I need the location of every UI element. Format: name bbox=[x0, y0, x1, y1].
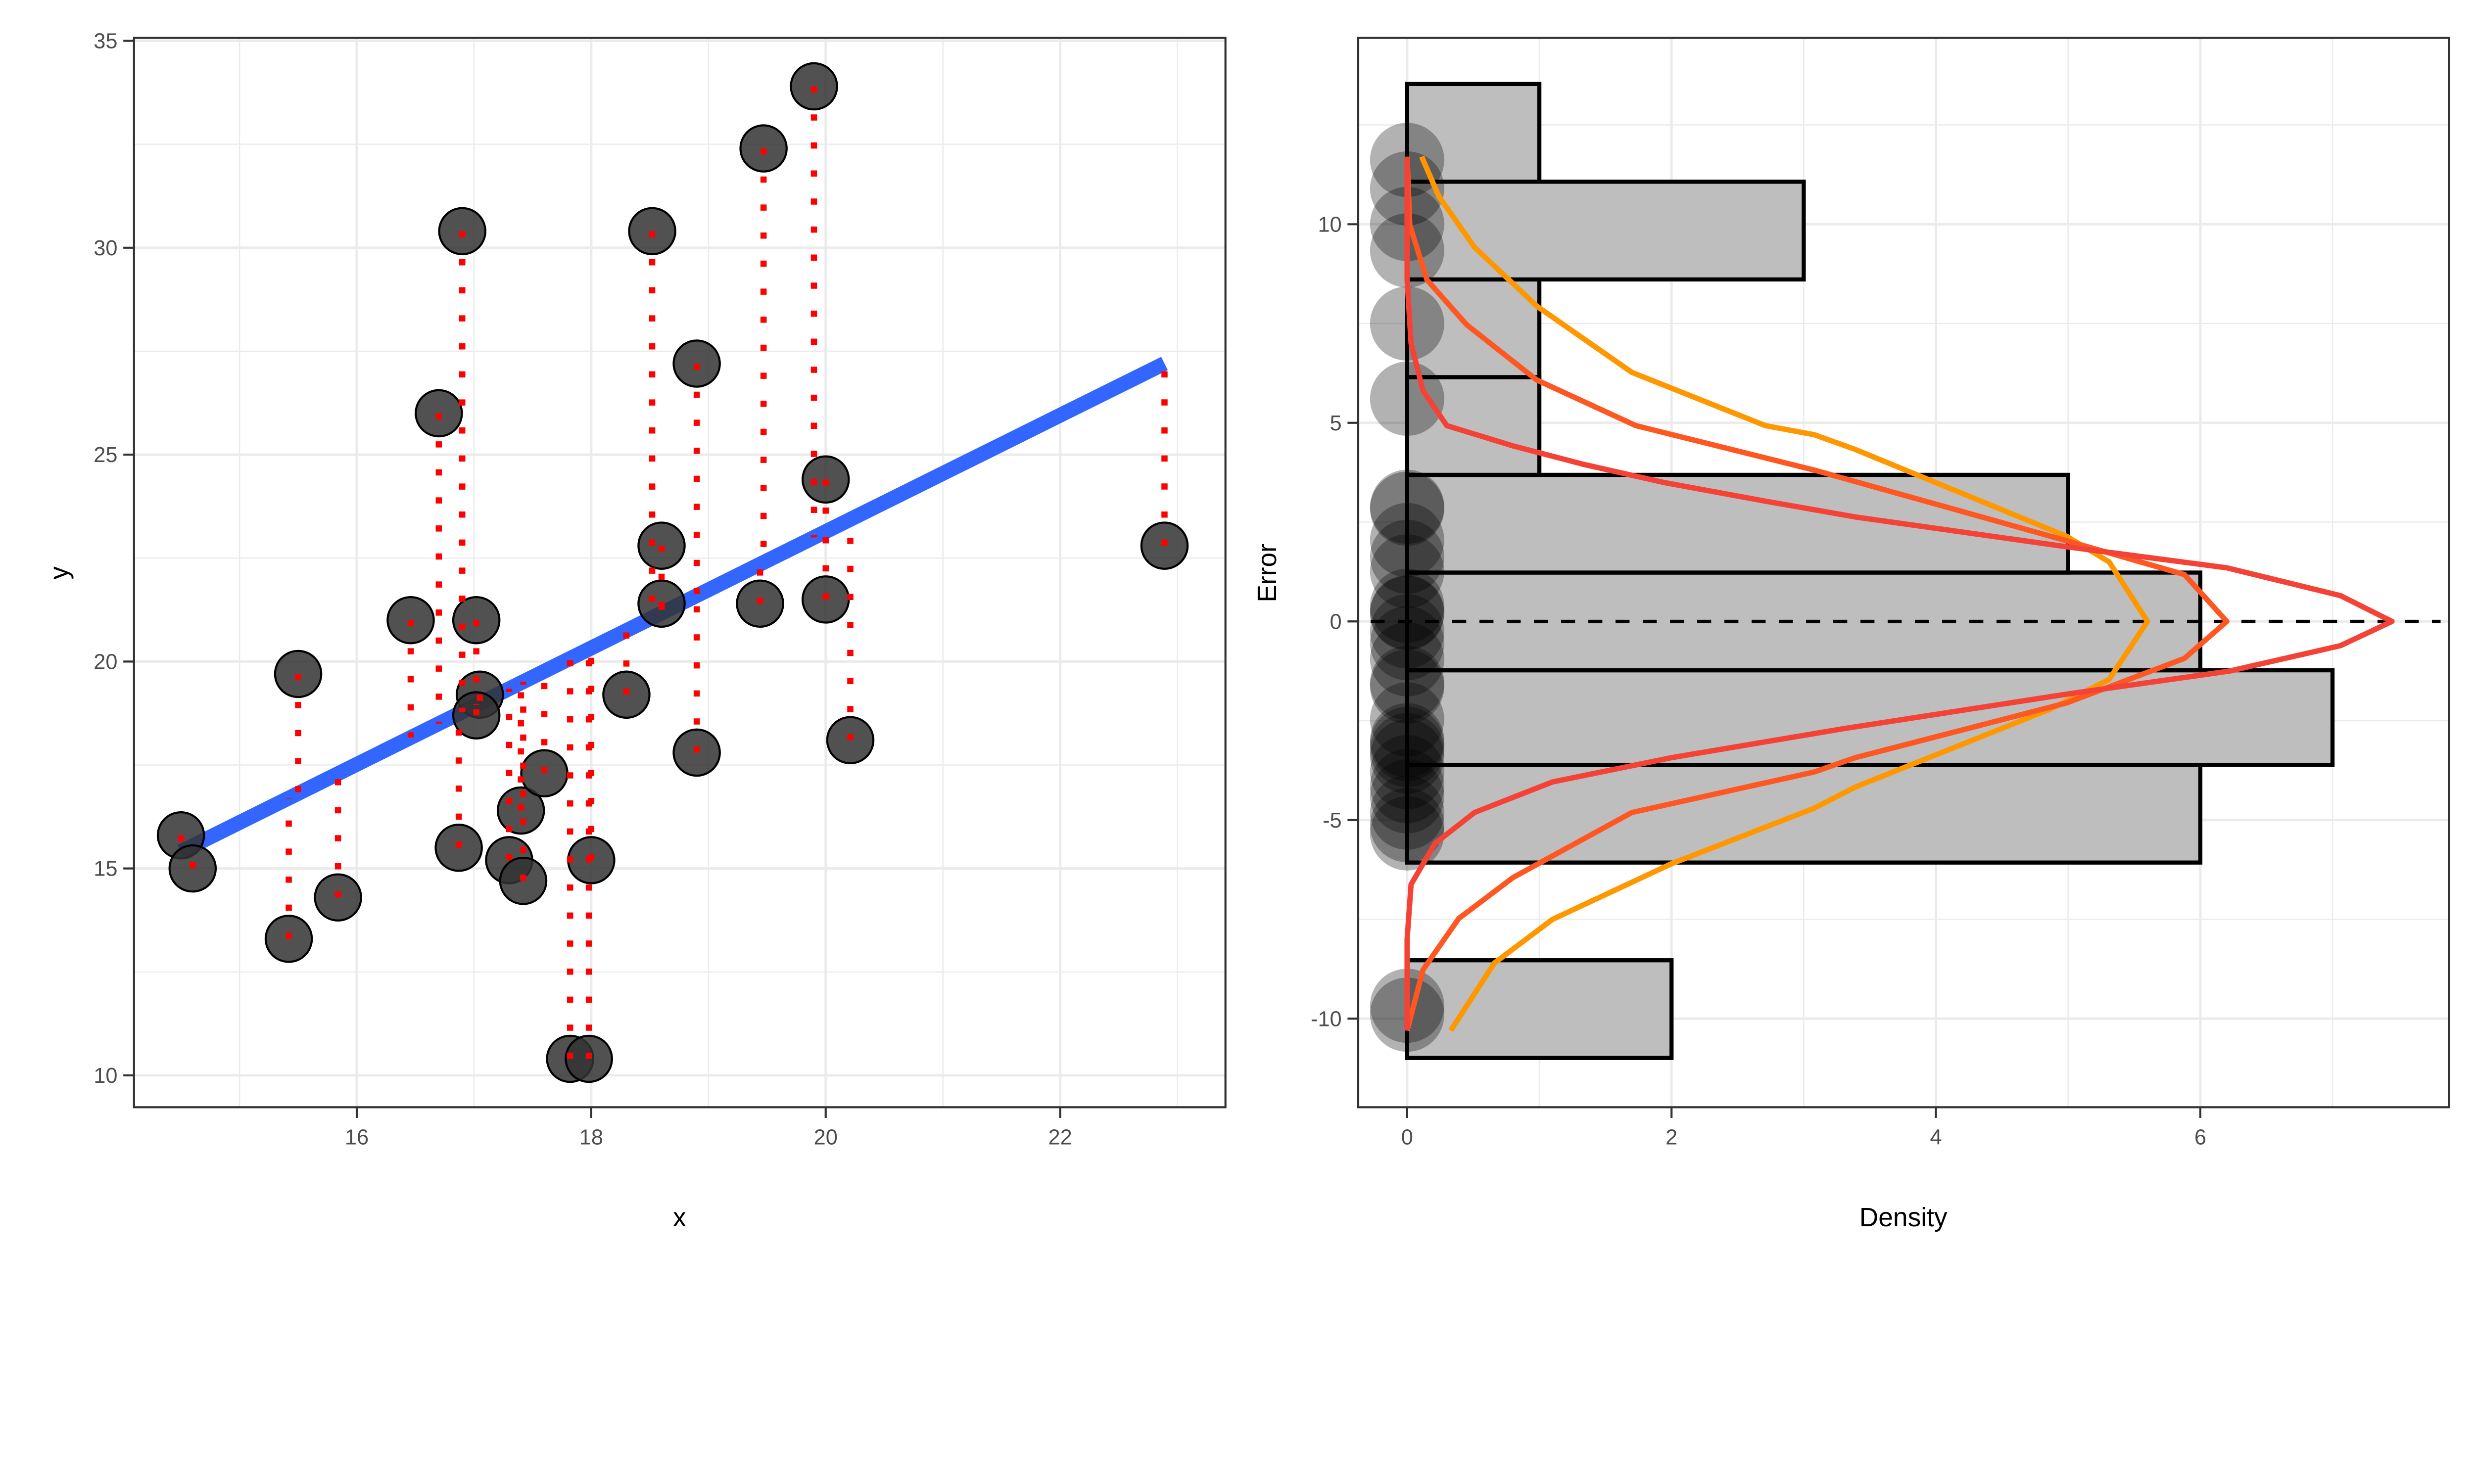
residual-point bbox=[1370, 575, 1444, 649]
y-tick-label: 10 bbox=[1318, 213, 1341, 236]
residual-point bbox=[1370, 606, 1444, 681]
residual-point bbox=[1370, 749, 1444, 824]
x-tick-label: 20 bbox=[814, 1125, 838, 1149]
density-curve bbox=[1419, 155, 2150, 1032]
residual-point bbox=[1370, 576, 1444, 650]
y-tick-label: 10 bbox=[94, 1064, 117, 1088]
y-tick-label: 30 bbox=[94, 236, 117, 260]
x-tick-label: 18 bbox=[579, 1125, 603, 1149]
y-tick-label: 5 bbox=[1330, 412, 1342, 435]
x-tick-label: 2 bbox=[1665, 1125, 1677, 1149]
figure: 16 18 20 22 10 15 20 25 30 35 0 2 4 6 -10 -5 0 5 10 x y D… bbox=[45, 30, 2450, 1232]
residual-point bbox=[1370, 682, 1444, 757]
residual-point bbox=[1370, 706, 1444, 781]
density-curve bbox=[1404, 156, 2230, 1031]
x-tick-label: 22 bbox=[1048, 1125, 1072, 1149]
residual-point bbox=[1370, 534, 1444, 609]
y-tick-label: 0 bbox=[1330, 610, 1342, 634]
residual-point bbox=[1370, 719, 1444, 794]
y-tick-label: 35 bbox=[94, 30, 117, 53]
right-x-axis-title: Density bbox=[1859, 1203, 1948, 1232]
left-x-axis-title: x bbox=[673, 1203, 686, 1232]
residual-point bbox=[1370, 788, 1444, 863]
residual-point bbox=[1370, 649, 1444, 724]
histogram-bar bbox=[1405, 82, 1542, 184]
x-tick-label: 0 bbox=[1401, 1125, 1413, 1149]
x-tick-label: 6 bbox=[2194, 1125, 2206, 1149]
scatter-panel: 16 18 20 22 10 15 20 25 30 35 bbox=[94, 30, 1227, 1149]
histogram-bar bbox=[1405, 668, 2335, 767]
x-tick-label: 4 bbox=[1930, 1125, 1942, 1149]
y-tick-label: 25 bbox=[94, 443, 117, 467]
residual-point bbox=[1370, 503, 1444, 577]
histogram-panel: 0 2 4 6 -10 -5 0 5 10 bbox=[1311, 37, 2450, 1149]
left-y-axis-title: y bbox=[45, 566, 74, 580]
residual-point bbox=[1370, 594, 1444, 669]
panel-border bbox=[1357, 37, 2450, 1109]
histogram-bar bbox=[1405, 472, 2070, 575]
y-tick-label: 15 bbox=[94, 857, 117, 881]
x-tick-label: 16 bbox=[345, 1125, 369, 1149]
panel-border bbox=[133, 37, 1227, 1109]
residual-point bbox=[1370, 796, 1444, 871]
residual-point bbox=[1370, 286, 1444, 361]
plot-background bbox=[134, 38, 1226, 1108]
density-curve bbox=[1404, 156, 2395, 1031]
residual-point bbox=[1370, 713, 1444, 788]
residual-point bbox=[1370, 362, 1444, 436]
residual-point bbox=[1370, 622, 1444, 696]
data-point bbox=[565, 1034, 613, 1083]
histogram-bar bbox=[1405, 180, 1806, 282]
residual-point bbox=[1370, 703, 1444, 778]
residual-point bbox=[1370, 519, 1444, 594]
right-y-axis-title: Error bbox=[1253, 544, 1282, 603]
y-tick-label: -10 bbox=[1311, 1007, 1342, 1031]
residual-point bbox=[1370, 568, 1444, 643]
histogram-bar bbox=[1405, 958, 1674, 1060]
y-tick-label: -5 bbox=[1323, 809, 1342, 833]
y-tick-label: 20 bbox=[94, 650, 117, 674]
residual-point bbox=[1370, 471, 1444, 546]
residual-point bbox=[1370, 646, 1444, 720]
residual-point bbox=[1370, 759, 1444, 834]
residual-point bbox=[1370, 775, 1444, 850]
histogram-bar bbox=[1405, 375, 1542, 477]
residual-point bbox=[1370, 735, 1444, 809]
residual-point bbox=[1370, 469, 1444, 544]
